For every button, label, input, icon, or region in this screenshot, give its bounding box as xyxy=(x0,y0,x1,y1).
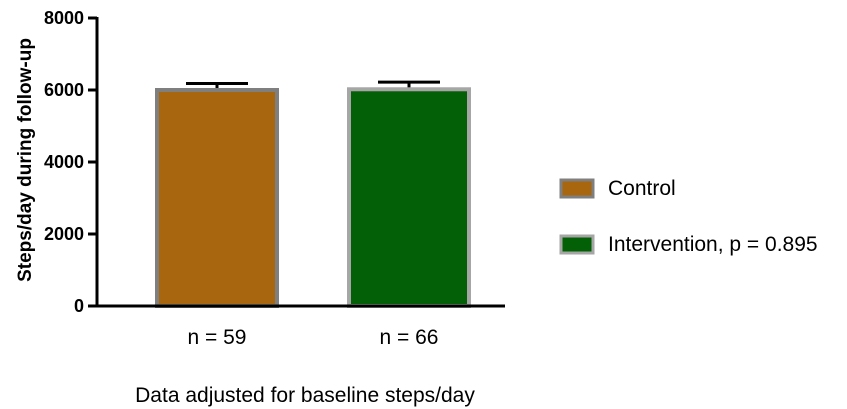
y-axis-ticks: 0 2000 4000 6000 8000 xyxy=(44,8,97,316)
legend: Control Intervention, p = 0.895 xyxy=(559,177,818,256)
legend-label: Intervention, p = 0.895 xyxy=(608,233,818,256)
x-axis-label: Data adjusted for baseline steps/day xyxy=(135,384,475,407)
y-tick-label: 8000 xyxy=(44,8,84,28)
y-tick-label: 2000 xyxy=(44,224,84,244)
y-axis-label: Steps/day during follow-up xyxy=(15,38,36,282)
x-category-label: n = 59 xyxy=(188,326,247,349)
bar-control xyxy=(155,88,279,308)
legend-label: Control xyxy=(608,177,676,200)
y-tick-label: 4000 xyxy=(44,152,84,172)
y-tick-label: 6000 xyxy=(44,80,84,100)
plot-area: n = 59 n = 66 xyxy=(95,17,505,349)
x-category-label: n = 66 xyxy=(380,326,439,349)
bar-intervention xyxy=(347,87,471,308)
y-tick-label: 0 xyxy=(74,296,84,316)
legend-swatch xyxy=(559,178,595,199)
legend-swatch xyxy=(559,234,595,255)
